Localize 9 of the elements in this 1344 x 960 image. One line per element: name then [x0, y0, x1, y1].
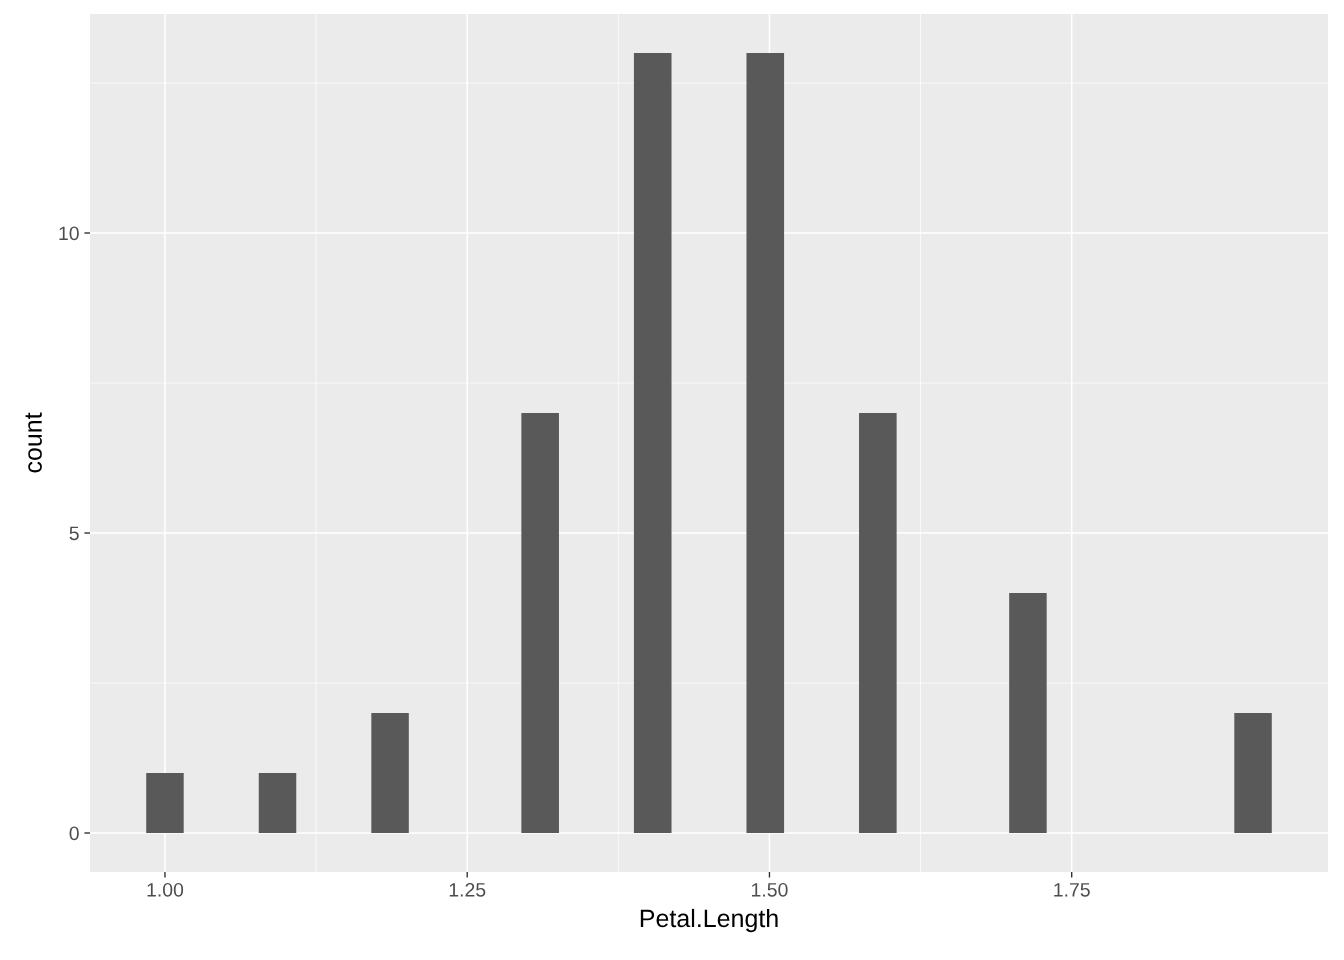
x-tick-label: 1.75 [1054, 883, 1090, 897]
y-tick-label: 5 [69, 526, 79, 541]
y-tick-label: 10 [59, 226, 79, 241]
x-tick-label: 1.50 [752, 882, 788, 897]
x-tick-label: 1.00 [147, 882, 184, 897]
x-axis-title: Petal.Length [640, 908, 778, 933]
x-tick-label: 1.25 [449, 882, 486, 897]
y-axis-title: count [25, 412, 42, 473]
y-tick-label: 0 [69, 826, 79, 841]
